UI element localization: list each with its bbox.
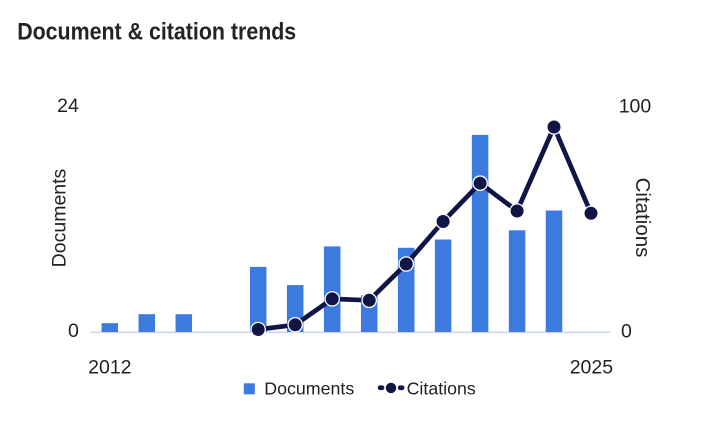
svg-text:Documents: Documents	[48, 168, 70, 267]
svg-text:Documents: Documents	[264, 378, 354, 398]
svg-text:Document & citation trends: Document & citation trends	[17, 19, 296, 46]
svg-text:2012: 2012	[88, 357, 131, 379]
svg-text:Citations: Citations	[407, 378, 476, 398]
svg-text:24: 24	[57, 95, 79, 117]
svg-text:0: 0	[621, 321, 632, 343]
svg-text:Citations: Citations	[631, 178, 654, 258]
svg-text:100: 100	[619, 96, 652, 118]
svg-text:2025: 2025	[570, 357, 614, 379]
svg-text:0: 0	[68, 320, 79, 342]
